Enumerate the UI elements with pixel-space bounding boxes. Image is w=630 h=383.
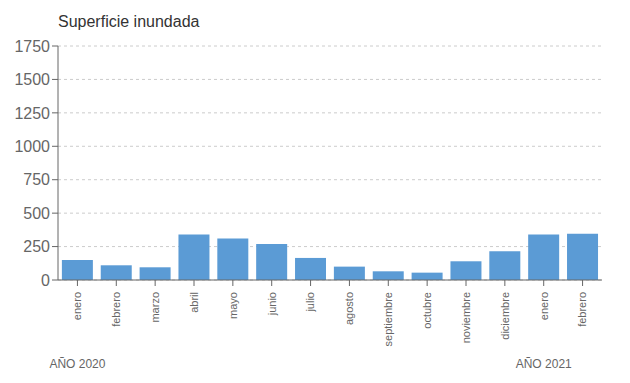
html-text:Superficie inundada: Superficie inundada — [58, 13, 200, 30]
svg-text:septiembre: septiembre — [382, 292, 394, 346]
svg-text:enero: enero — [538, 292, 550, 320]
svg-text:febrero: febrero — [576, 292, 588, 327]
svg-text:1500: 1500 — [14, 71, 50, 88]
svg-text:1000: 1000 — [14, 138, 50, 155]
svg-text:abril: abril — [188, 292, 200, 313]
svg-text:AÑO 2020: AÑO 2020 — [49, 357, 105, 371]
svg-text:AÑO 2021: AÑO 2021 — [516, 357, 572, 371]
svg-text:250: 250 — [23, 238, 50, 255]
svg-text:500: 500 — [23, 205, 50, 222]
svg-text:enero: enero — [71, 292, 83, 320]
svg-text:1250: 1250 — [14, 105, 50, 122]
svg-text:agosto: agosto — [343, 292, 355, 325]
svg-text:marzo: marzo — [149, 292, 161, 323]
svg-text:mayo: mayo — [227, 292, 239, 319]
svg-text:noviembre: noviembre — [460, 292, 472, 343]
svg-text:diciembre: diciembre — [499, 292, 511, 340]
svg-text:junio: junio — [266, 292, 278, 316]
svg-text:0: 0 — [41, 272, 50, 289]
svg-text:750: 750 — [23, 171, 50, 188]
svg-text:julio: julio — [304, 292, 316, 313]
svg-text:febrero: febrero — [110, 292, 122, 327]
svg-text:octubre: octubre — [421, 292, 433, 329]
svg-text:1750: 1750 — [14, 38, 50, 55]
